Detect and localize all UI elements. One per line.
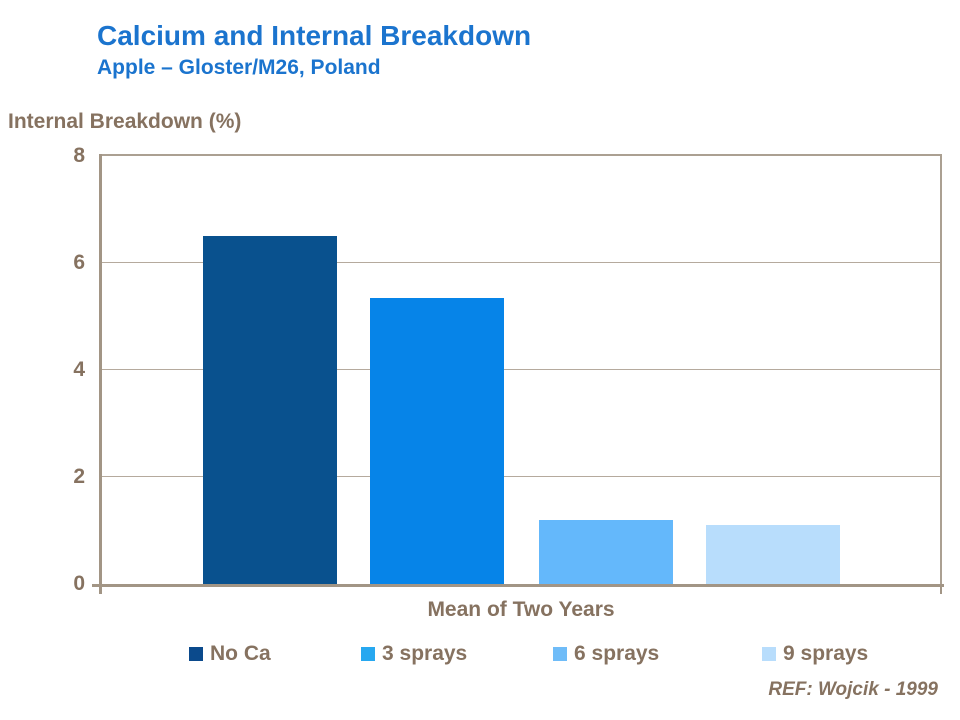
y-tick-label-6: 6 <box>73 251 85 274</box>
x-axis-tick-right <box>940 587 942 594</box>
x-axis-tick-left <box>99 587 102 594</box>
slide-subtitle: Apple – Gloster/M26, Poland <box>97 56 381 79</box>
y-tick-label-2: 2 <box>73 465 85 488</box>
x-axis-label: Mean of Two Years <box>427 598 615 621</box>
legend-marker-icon <box>762 647 776 661</box>
y-axis-tick-labels: 0 2 4 6 8 <box>40 145 85 595</box>
y-axis-tick-zero <box>92 584 99 587</box>
legend-item-9-sprays: 9 sprays <box>762 642 868 666</box>
y-tick-label-4: 4 <box>73 358 85 381</box>
legend-label: 9 sprays <box>783 642 869 665</box>
legend-marker-icon <box>189 647 203 661</box>
legend-marker-icon <box>361 647 375 661</box>
y-tick-label-8: 8 <box>73 144 85 167</box>
legend-label: 3 sprays <box>382 642 468 665</box>
y-axis-title: Internal Breakdown (%) <box>8 110 242 133</box>
gridline-2 <box>102 476 940 477</box>
legend-label: 6 sprays <box>574 642 660 665</box>
plot-frame-top <box>102 154 942 156</box>
legend-label: No Ca <box>210 642 271 665</box>
reference-note: REF: Wojcik - 1999 <box>768 679 938 700</box>
x-axis-line <box>99 584 944 587</box>
legend-marker-icon <box>553 647 567 661</box>
bar-3-sprays <box>370 298 504 584</box>
gridline-6 <box>102 262 940 263</box>
y-tick-label-0: 0 <box>73 572 85 595</box>
bar-6-sprays <box>539 520 673 584</box>
bar-9-sprays <box>706 525 840 584</box>
plot-frame-right <box>940 154 942 587</box>
chart-legend: No Ca 3 sprays 6 sprays 9 sprays <box>0 642 960 666</box>
gridline-4 <box>102 369 940 370</box>
slide-title: Calcium and Internal Breakdown <box>97 20 532 51</box>
legend-item-no-ca: No Ca <box>189 642 271 666</box>
bar-no-ca <box>203 236 337 584</box>
legend-item-6-sprays: 6 sprays <box>553 642 659 666</box>
y-axis-line <box>99 154 102 587</box>
legend-item-3-sprays: 3 sprays <box>361 642 467 666</box>
plot-area <box>102 156 940 584</box>
